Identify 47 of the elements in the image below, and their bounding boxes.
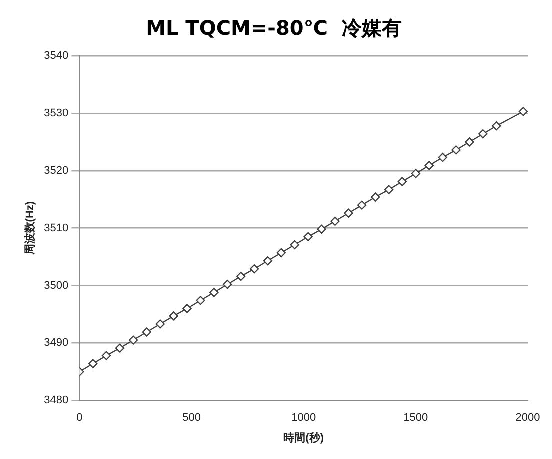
point xyxy=(478,130,488,139)
point xyxy=(115,344,125,353)
point xyxy=(128,336,138,345)
point xyxy=(398,177,408,186)
point xyxy=(223,280,232,290)
x-tick-label: 1500 xyxy=(404,412,428,424)
y-tick-label: 3530 xyxy=(44,107,69,120)
point xyxy=(88,359,98,368)
point xyxy=(182,304,192,314)
point xyxy=(263,256,273,266)
x-tick-label: 0 xyxy=(76,412,83,424)
y-tick-label: 3500 xyxy=(44,280,69,292)
point xyxy=(465,138,474,147)
point xyxy=(156,320,165,329)
y-tick-label: 3480 xyxy=(44,394,69,407)
point xyxy=(210,288,219,298)
x-tick-label: 1000 xyxy=(292,412,316,424)
point xyxy=(384,185,394,194)
point xyxy=(344,208,354,218)
point xyxy=(196,296,206,306)
x-tick-label: 500 xyxy=(182,412,201,424)
point xyxy=(330,216,340,226)
point xyxy=(304,232,313,242)
point xyxy=(492,121,502,131)
point xyxy=(290,240,300,250)
point xyxy=(102,351,112,360)
point xyxy=(169,312,178,321)
x-tick-label: 2000 xyxy=(516,412,540,424)
y-tick-label: 3490 xyxy=(44,337,69,350)
point xyxy=(358,200,367,210)
point xyxy=(250,264,260,274)
point xyxy=(518,107,528,116)
point xyxy=(424,161,434,170)
chart-title: ML TQCM=-80℃ 冷媒有 xyxy=(146,16,402,40)
y-tick-label: 3520 xyxy=(44,164,69,177)
point xyxy=(142,328,152,337)
point xyxy=(370,192,380,202)
y-tick-label: 3510 xyxy=(44,222,69,234)
y-tick-label: 3540 xyxy=(44,50,69,62)
point xyxy=(317,224,326,234)
point xyxy=(438,153,448,162)
point xyxy=(411,169,421,178)
point xyxy=(236,272,246,282)
point xyxy=(452,146,461,155)
point xyxy=(276,248,286,258)
y-axis-title: 周波数(Hz) xyxy=(24,201,37,256)
x-axis-title: 時間(秒) xyxy=(284,431,324,444)
